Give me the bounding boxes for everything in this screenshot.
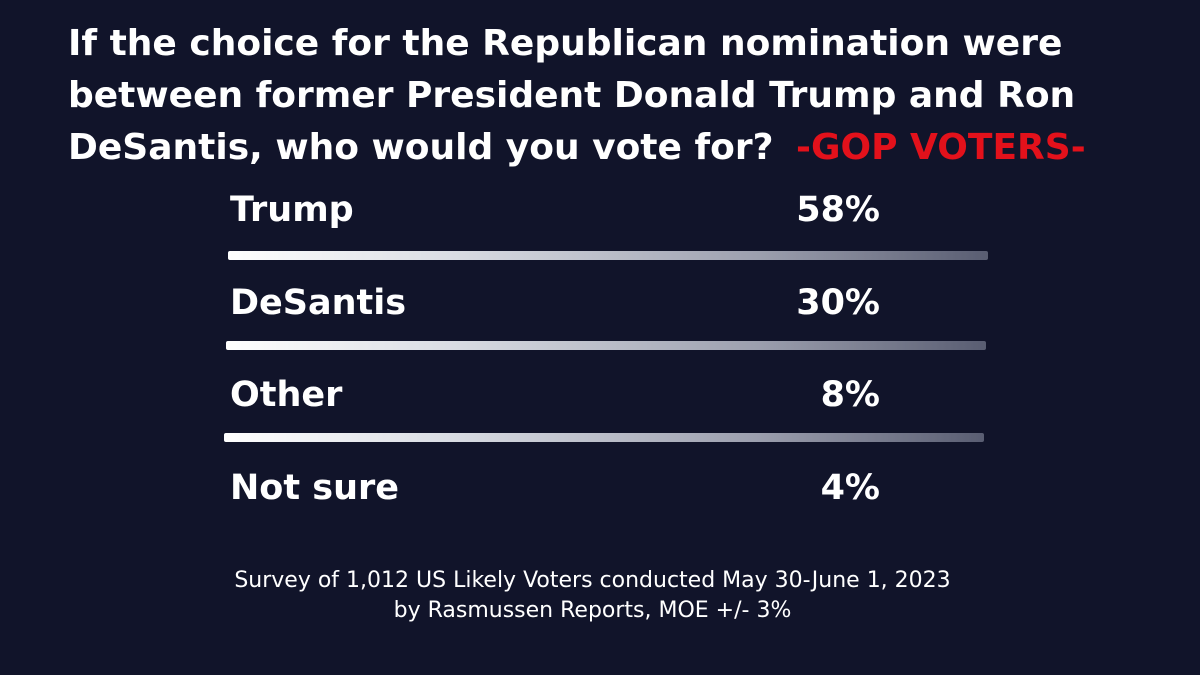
row-divider <box>226 341 986 350</box>
table-row: DeSantis 30% <box>230 283 880 333</box>
row-value-not-sure: 4% <box>820 468 880 508</box>
title-highlight: -GOP VOTERS- <box>796 127 1086 168</box>
table-row: Trump 58% <box>230 190 880 240</box>
row-value-desantis: 30% <box>796 283 880 323</box>
row-label-other: Other <box>230 375 343 415</box>
footnote-line-2: by Rasmussen Reports, MOE +/- 3% <box>393 598 792 623</box>
row-divider <box>224 433 984 442</box>
table-row: Other 8% <box>230 375 880 425</box>
row-divider <box>228 251 988 260</box>
table-row: Not sure 4% <box>230 468 880 518</box>
row-label-trump: Trump <box>230 190 354 230</box>
row-label-desantis: DeSantis <box>230 283 407 323</box>
title-main: If the choice for the Republican nominat… <box>68 23 1076 168</box>
row-value-other: 8% <box>820 375 880 415</box>
footnote-line-1: Survey of 1,012 US Likely Voters conduct… <box>234 568 951 593</box>
row-label-not-sure: Not sure <box>230 468 400 508</box>
chart-title: If the choice for the Republican nominat… <box>68 18 1178 174</box>
row-value-trump: 58% <box>796 190 880 230</box>
